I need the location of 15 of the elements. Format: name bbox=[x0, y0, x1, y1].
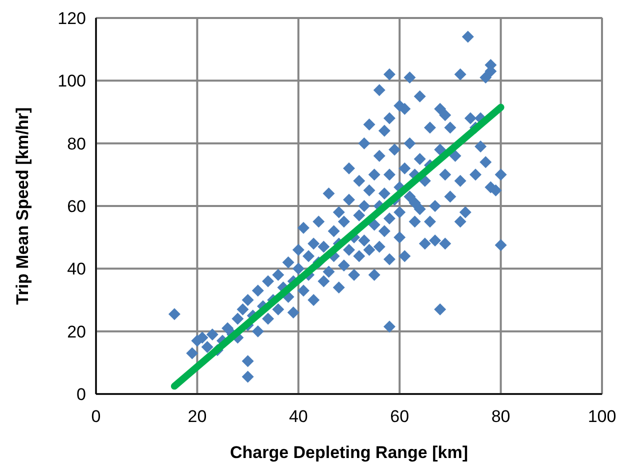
x-tick-label: 100 bbox=[588, 407, 616, 426]
x-tick-label: 0 bbox=[91, 407, 101, 426]
x-tick-label: 80 bbox=[491, 407, 510, 426]
y-tick-label: 20 bbox=[67, 322, 86, 342]
y-tick-label: 40 bbox=[67, 260, 86, 279]
y-tick-label: 80 bbox=[67, 134, 86, 154]
y-axis-title: Trip Mean Speed [km/hr] bbox=[13, 107, 32, 305]
y-tick-label: 100 bbox=[58, 72, 86, 91]
x-tick-label: 20 bbox=[188, 407, 207, 426]
y-tick-label: 60 bbox=[67, 197, 86, 216]
x-tick-label: 40 bbox=[288, 407, 308, 426]
y-tick-label: 0 bbox=[76, 385, 86, 404]
x-axis-title: Charge Depleting Range [km] bbox=[230, 443, 468, 462]
x-tick-label: 60 bbox=[390, 407, 410, 426]
y-tick-label: 120 bbox=[58, 9, 86, 28]
